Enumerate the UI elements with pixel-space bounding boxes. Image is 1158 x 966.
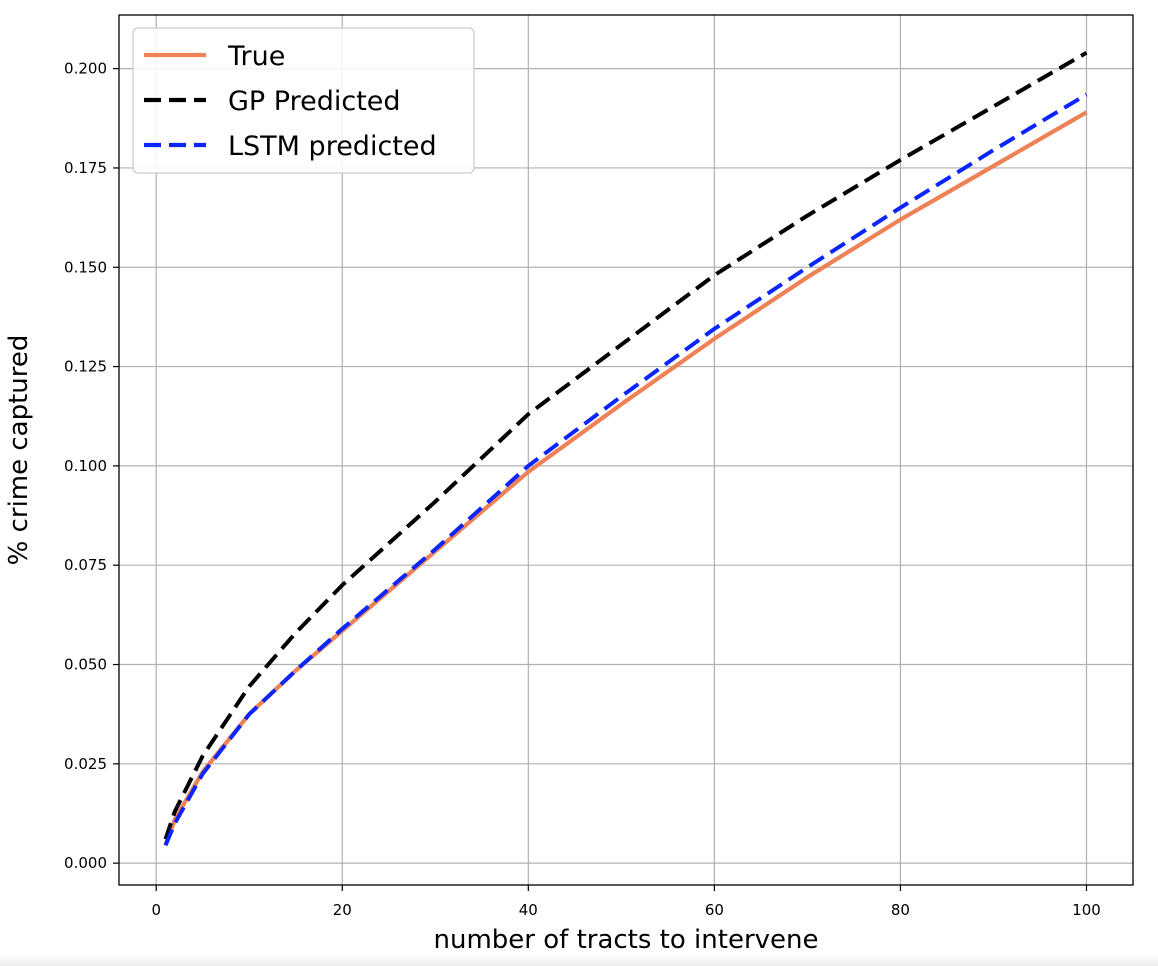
series-line-lstm-predicted	[163, 92, 1088, 847]
y-tick-label: 0.125	[64, 358, 107, 376]
y-tick-label: 0.050	[64, 656, 107, 674]
window-edge	[0, 954, 1158, 966]
plot-frame	[118, 14, 1134, 886]
series-lines	[163, 50, 1088, 847]
x-tick-label: 80	[891, 901, 910, 919]
legend-label: True	[227, 41, 285, 72]
y-tick-label: 0.025	[64, 755, 107, 773]
y-axis-title: % crime captured	[4, 335, 34, 566]
y-tick-label: 0.200	[64, 60, 107, 78]
y-tick-label: 0.000	[64, 854, 107, 872]
x-tick-label: 40	[519, 901, 538, 919]
x-tick-label: 100	[1072, 901, 1101, 919]
legend-box	[132, 27, 475, 174]
x-tick-label: 60	[705, 901, 724, 919]
legend-label: LSTM predicted	[228, 131, 437, 162]
y-tick-label: 0.100	[64, 457, 107, 475]
grid	[119, 15, 1133, 885]
legend-label: GP Predicted	[228, 86, 401, 117]
x-tick-label: 0	[151, 901, 161, 919]
y-tick-label: 0.150	[64, 258, 107, 276]
y-tick-label: 0.175	[64, 159, 107, 177]
axis-ticks: 0 20 40 60 80 100 0.000 0.025 0.050 0.075 0.100 0.1…	[64, 60, 1101, 919]
legend: True GP Predicted LSTM predicted	[132, 27, 475, 174]
x-tick-label: 20	[333, 901, 352, 919]
y-tick-label: 0.075	[64, 556, 107, 574]
x-axis-title: number of tracts to intervene	[434, 925, 819, 955]
series-line-gp-predicted	[163, 50, 1088, 840]
